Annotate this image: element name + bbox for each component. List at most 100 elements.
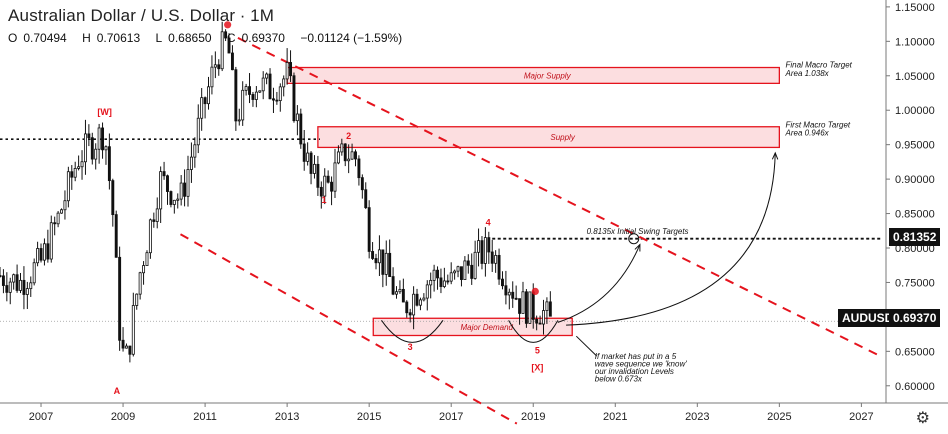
candle-body xyxy=(118,256,122,341)
candle-body xyxy=(0,275,2,277)
candle-body xyxy=(213,64,217,68)
candle-body xyxy=(227,37,231,54)
candle-body xyxy=(12,274,16,283)
last-price-tag: 0.69370 xyxy=(889,309,941,327)
time-tick-label: 2007 xyxy=(29,411,53,423)
candle-body xyxy=(32,262,36,284)
candle-body xyxy=(1,275,5,286)
price-tick-label: 1.05000 xyxy=(895,71,935,83)
candle-body xyxy=(306,152,310,162)
low-label: L xyxy=(155,31,163,45)
candle-body xyxy=(418,299,422,306)
projection-arrowhead xyxy=(634,243,641,252)
candle-body xyxy=(169,191,173,205)
candle-body xyxy=(415,293,419,306)
low-value: 0.68650 xyxy=(168,31,212,45)
zone-note: Area 0.946x xyxy=(785,129,830,138)
candle-body xyxy=(477,240,481,253)
candle-body xyxy=(258,90,262,93)
candle-body xyxy=(497,254,501,280)
candle-body xyxy=(456,266,460,272)
zone-label: Major Demand xyxy=(461,323,514,332)
candle-body xyxy=(60,209,63,214)
high-label: H xyxy=(82,31,91,45)
annotation-text: our invalidation Levels xyxy=(595,367,674,376)
candle-body xyxy=(217,64,221,70)
candle-body xyxy=(196,117,200,146)
zone-box xyxy=(317,126,781,149)
symbol-title[interactable]: Australian Dollar / U.S. Dollar xyxy=(8,6,236,25)
candle-body xyxy=(371,251,375,259)
candle-body xyxy=(25,288,29,295)
candle-body xyxy=(436,269,439,279)
candle-body xyxy=(73,168,77,178)
zone-note: First Macro Target xyxy=(786,120,851,129)
candle-body xyxy=(494,254,498,264)
candle-body xyxy=(148,219,152,254)
candle-body xyxy=(101,127,105,151)
trough-arc xyxy=(381,320,444,343)
candle-body xyxy=(367,207,371,252)
candle-body xyxy=(179,182,183,200)
candle-body xyxy=(524,291,528,324)
candle-body xyxy=(159,171,163,210)
candle-body xyxy=(542,310,545,325)
candle-body xyxy=(333,162,337,192)
candle-body xyxy=(128,345,132,355)
wave-label: 3 xyxy=(408,342,413,352)
channel-line xyxy=(237,36,883,358)
candle-body xyxy=(261,77,265,92)
candle-body xyxy=(442,280,446,287)
annotation-text: wave sequence we 'know' xyxy=(595,359,687,368)
candle-body xyxy=(313,163,316,174)
candle-body xyxy=(528,291,532,324)
candle-body xyxy=(449,272,453,282)
candle-body xyxy=(66,171,70,202)
candle-body xyxy=(326,175,330,183)
candle-body xyxy=(480,240,484,264)
candle-body xyxy=(183,182,187,197)
candle-body xyxy=(490,251,494,264)
candle-body xyxy=(111,180,115,216)
candle-body xyxy=(94,148,98,160)
candle-body xyxy=(309,152,313,174)
timeframe-label[interactable]: 1M xyxy=(250,6,275,25)
high-value: 0.70613 xyxy=(96,31,141,45)
chart-header: Australian Dollar / U.S. Dollar · 1M xyxy=(8,6,274,26)
price-tick-label: 0.75000 xyxy=(895,277,935,289)
marker-dot xyxy=(531,287,539,295)
candle-body xyxy=(501,278,504,287)
candle-body xyxy=(289,62,293,77)
invalidation-pointer xyxy=(575,335,598,357)
candle-body xyxy=(83,133,87,163)
candle-body xyxy=(388,252,392,277)
price-tick-label: 1.00000 xyxy=(895,105,935,117)
zone-note: Final Macro Target xyxy=(786,61,853,70)
marker-dot xyxy=(224,21,232,29)
price-tick-label: 0.85000 xyxy=(895,209,935,221)
zone-label: Major Supply xyxy=(524,71,572,80)
zone-note: Area 1.038x xyxy=(785,69,830,78)
candle-body xyxy=(189,156,193,170)
price-tick-label: 1.15000 xyxy=(895,2,935,14)
wave-label: 4 xyxy=(486,217,491,227)
candle-body xyxy=(56,212,60,225)
candle-body xyxy=(360,177,364,191)
close-label: C xyxy=(226,31,236,45)
candle-body xyxy=(459,266,463,280)
candle-body xyxy=(354,151,357,160)
candle-body xyxy=(412,293,416,316)
candle-body xyxy=(241,89,245,121)
candle-body xyxy=(548,301,552,317)
candle-body xyxy=(408,312,412,316)
candle-body xyxy=(278,86,282,102)
candle-body xyxy=(401,288,405,303)
candle-body xyxy=(114,214,118,258)
annotation-text: 0.8135x Initial Swing Targets xyxy=(587,227,689,236)
candle-body xyxy=(350,151,354,160)
candle-body xyxy=(302,143,306,162)
candle-body xyxy=(511,291,515,299)
gear-icon[interactable]: ⚙ xyxy=(915,410,930,427)
